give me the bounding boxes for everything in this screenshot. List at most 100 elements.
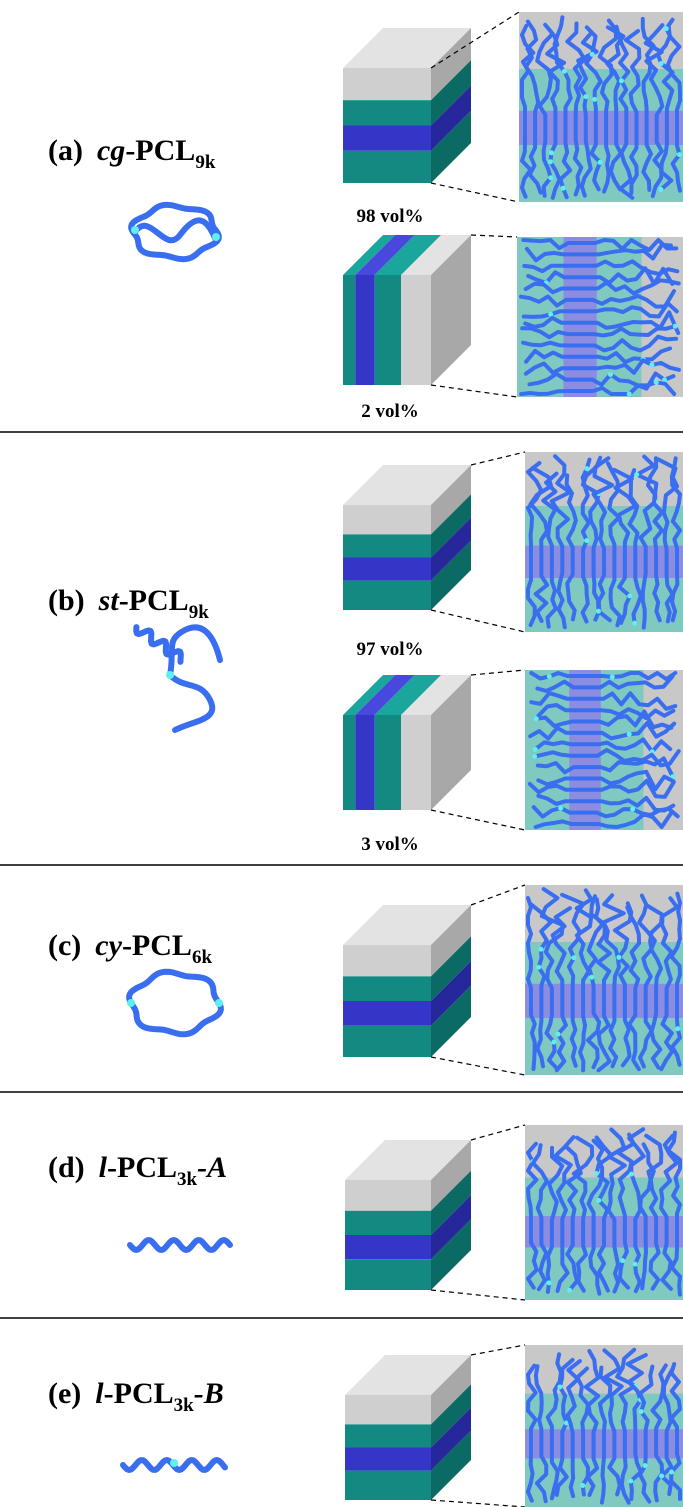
zoom-line bbox=[431, 385, 517, 397]
cube-front-band bbox=[343, 68, 431, 100]
polymer-prefix: st bbox=[98, 584, 121, 617]
zoom-line bbox=[471, 1345, 525, 1355]
zoom-line bbox=[431, 1500, 525, 1507]
junction bbox=[536, 965, 541, 970]
cube-front-band bbox=[343, 1001, 431, 1026]
polymer-name: -PCL bbox=[107, 1151, 177, 1184]
cube-front-band bbox=[343, 1026, 431, 1057]
junction bbox=[592, 97, 597, 102]
cube-front-band bbox=[343, 151, 431, 183]
junction bbox=[627, 732, 632, 737]
cube-front-band bbox=[401, 275, 431, 385]
junction bbox=[561, 186, 566, 191]
cube-front-band bbox=[343, 275, 355, 385]
cube-front-band bbox=[345, 1395, 431, 1424]
polymer-prefix: cy bbox=[95, 929, 122, 962]
panel-title: (c) cy-PCL6k bbox=[48, 929, 212, 968]
junction bbox=[616, 955, 621, 960]
cube-front-band bbox=[343, 715, 355, 810]
zoom-line bbox=[471, 452, 525, 465]
panel-label: (d) bbox=[48, 1151, 85, 1184]
cube-front-band bbox=[355, 275, 374, 385]
polymer-name: -PCL bbox=[104, 1377, 174, 1410]
zoom-line bbox=[431, 810, 525, 830]
junction bbox=[659, 61, 664, 66]
junction bbox=[212, 233, 220, 241]
polymer-subscript: 9k bbox=[189, 602, 210, 623]
lamella-cube bbox=[345, 1355, 471, 1500]
cube-front-band bbox=[345, 1211, 431, 1235]
polymer-name: -PCL bbox=[122, 929, 192, 962]
fraction-label: 98 vol% bbox=[356, 206, 423, 227]
junction bbox=[675, 1026, 680, 1031]
polymer-subscript: 3k bbox=[174, 1395, 195, 1416]
cube-front-band bbox=[401, 715, 431, 810]
junction bbox=[557, 1384, 562, 1389]
junction bbox=[594, 1171, 599, 1176]
junction bbox=[658, 187, 663, 192]
cube-front-band bbox=[355, 715, 374, 810]
junction bbox=[596, 609, 601, 614]
cube-front-band bbox=[345, 1235, 431, 1259]
junction bbox=[649, 362, 654, 367]
junction bbox=[580, 1483, 585, 1488]
junction bbox=[598, 160, 603, 165]
detail-blue bbox=[563, 237, 596, 397]
panel-label: (c) bbox=[48, 929, 81, 962]
junction bbox=[547, 674, 552, 679]
panel-title: (d)l-PCL3k-A bbox=[48, 1151, 227, 1190]
junction bbox=[633, 1262, 638, 1267]
polymer-name: -PCL bbox=[119, 584, 189, 617]
junction bbox=[608, 372, 613, 377]
junction bbox=[548, 175, 553, 180]
panel-label: (a) bbox=[48, 134, 83, 167]
junction bbox=[630, 807, 635, 812]
junction bbox=[634, 472, 639, 477]
polymer-name: -PCL bbox=[125, 134, 195, 167]
junction bbox=[628, 1478, 633, 1483]
chain-detail bbox=[525, 885, 683, 1075]
linear-chain bbox=[130, 1240, 230, 1250]
cube-front-band bbox=[375, 715, 401, 810]
junction bbox=[547, 1280, 552, 1285]
panel-title: (b)st-PCL9k bbox=[48, 584, 209, 623]
cyclic-chain bbox=[129, 972, 221, 1035]
junction bbox=[596, 1198, 601, 1203]
detail-blue bbox=[569, 670, 601, 830]
junction bbox=[571, 955, 576, 960]
cube-front-band bbox=[345, 1180, 431, 1211]
chain-detail bbox=[525, 1345, 683, 1507]
lamella-cube bbox=[343, 465, 471, 610]
junction bbox=[669, 1469, 674, 1474]
polymer-subscript: 6k bbox=[192, 947, 213, 968]
junction bbox=[659, 1474, 664, 1479]
junction bbox=[549, 150, 554, 155]
chain-detail bbox=[519, 12, 683, 202]
junction bbox=[215, 999, 223, 1007]
cube-front-band bbox=[343, 945, 431, 976]
junction bbox=[534, 716, 539, 721]
zoom-line bbox=[431, 1057, 525, 1075]
junction bbox=[127, 999, 135, 1007]
star-arm bbox=[170, 675, 212, 730]
junction bbox=[664, 26, 669, 31]
cube-front-band bbox=[345, 1259, 431, 1290]
figure: (a)cg-PCL9k98 vol%2 vol%(b)st-PCL9k97 vo… bbox=[0, 0, 683, 1507]
junction bbox=[538, 947, 543, 952]
junction bbox=[562, 69, 567, 74]
zoom-line bbox=[431, 610, 525, 632]
fraction-label: 2 vol% bbox=[361, 401, 419, 422]
junction bbox=[532, 754, 537, 759]
lamella-cube bbox=[343, 675, 471, 810]
cube-front-band bbox=[345, 1448, 431, 1471]
zoom-line bbox=[471, 235, 517, 237]
junction bbox=[551, 1040, 556, 1045]
polymer-subscript: 9k bbox=[195, 152, 216, 173]
junction bbox=[567, 1288, 572, 1293]
junction bbox=[627, 593, 632, 598]
lamella-cube bbox=[343, 28, 471, 183]
junction bbox=[654, 380, 659, 385]
cube-front-band bbox=[343, 126, 431, 151]
lamella-cube bbox=[343, 235, 471, 385]
chain-detail bbox=[517, 237, 683, 397]
